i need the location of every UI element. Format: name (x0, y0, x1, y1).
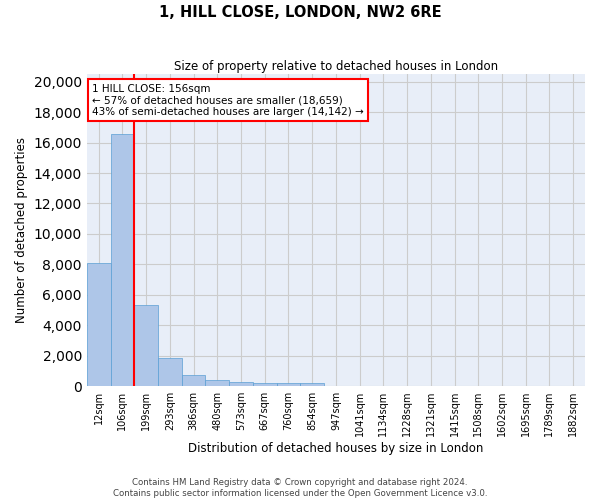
Bar (205, 380, 229, 386)
Bar (110, 134, 134, 386)
Bar (87, 263, 110, 386)
Bar (229, 382, 253, 386)
Text: Contains HM Land Registry data © Crown copyright and database right 2024.
Contai: Contains HM Land Registry data © Crown c… (113, 478, 487, 498)
Bar (301, 384, 324, 386)
Text: 1 HILL CLOSE: 156sqm
← 57% of detached houses are smaller (18,659)
43% of semi-d: 1 HILL CLOSE: 156sqm ← 57% of detached h… (92, 84, 364, 116)
Bar (182, 376, 205, 386)
X-axis label: Distribution of detached houses by size in London: Distribution of detached houses by size … (188, 442, 484, 455)
Bar (253, 382, 277, 386)
Y-axis label: Number of detached properties: Number of detached properties (15, 137, 28, 323)
Bar (277, 383, 301, 386)
Text: 1, HILL CLOSE, LONDON, NW2 6RE: 1, HILL CLOSE, LONDON, NW2 6RE (158, 5, 442, 20)
Bar (158, 358, 182, 386)
Bar (134, 306, 158, 386)
Title: Size of property relative to detached houses in London: Size of property relative to detached ho… (174, 60, 498, 73)
